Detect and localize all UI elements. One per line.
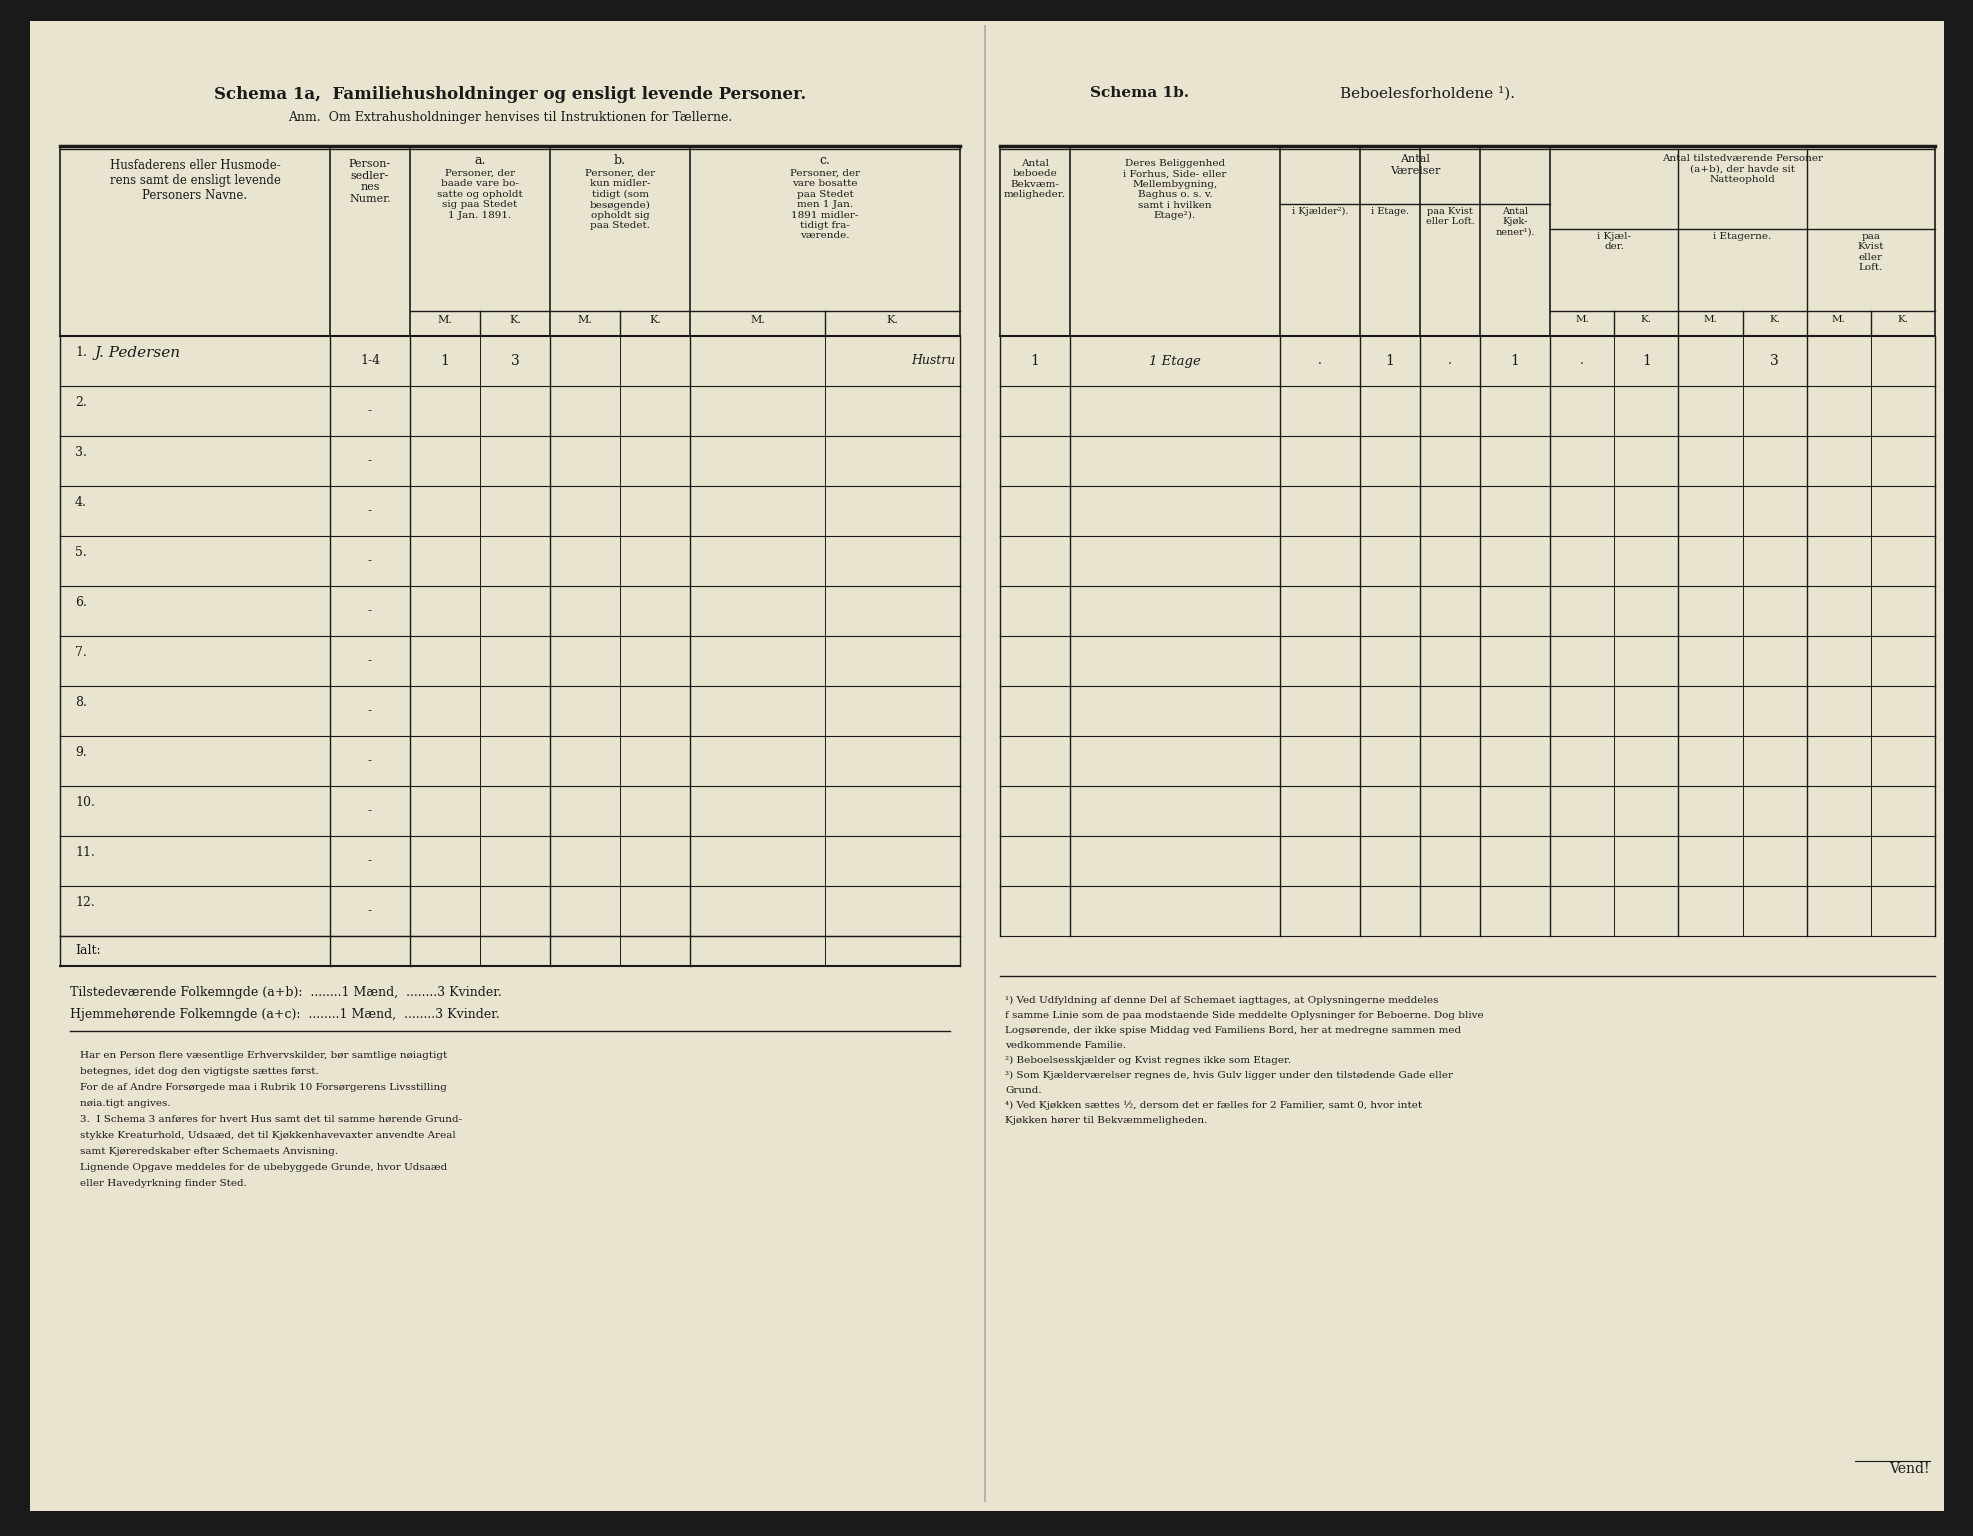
Text: -: - <box>367 705 371 717</box>
Text: -: - <box>367 455 371 467</box>
Text: 5.: 5. <box>75 547 87 559</box>
Text: K.: K. <box>649 315 661 326</box>
Text: i Kjælder²).: i Kjælder²). <box>1290 207 1348 217</box>
Text: -: - <box>367 554 371 567</box>
Text: 6.: 6. <box>75 596 87 610</box>
Text: nøia.tigt angives.: nøia.tigt angives. <box>81 1098 170 1107</box>
Text: K.: K. <box>509 315 521 326</box>
Text: stykke Kreaturhold, Udsaæd, det til Kjøkkenhavevaxter anvendte Areal: stykke Kreaturhold, Udsaæd, det til Kjøk… <box>81 1130 456 1140</box>
Text: .: . <box>1318 355 1322 367</box>
Text: 1: 1 <box>1030 353 1040 369</box>
Text: Personer, der
kun midler-
tidigt (som
besøgende)
opholdt sig
paa Stedet.: Personer, der kun midler- tidigt (som be… <box>584 169 655 230</box>
Text: For de af Andre Forsørgede maa i Rubrik 10 Forsørgerens Livsstilling: For de af Andre Forsørgede maa i Rubrik … <box>81 1083 446 1092</box>
Text: K.: K. <box>1896 315 1908 324</box>
Text: c.: c. <box>819 154 831 167</box>
Text: .: . <box>1448 355 1452 367</box>
Text: Personer, der
vare bosatte
paa Stedet
men 1 Jan.
1891 midler-
tidigt fra-
værend: Personer, der vare bosatte paa Stedet me… <box>789 169 860 241</box>
Text: 1.: 1. <box>75 347 87 359</box>
Text: ³) Som Kjælderværelser regnes de, hvis Gulv ligger under den tilstødende Gade el: ³) Som Kjælderværelser regnes de, hvis G… <box>1004 1071 1452 1080</box>
Text: J. Pedersen: J. Pedersen <box>95 346 182 359</box>
Text: -: - <box>367 504 371 518</box>
Text: samt Kjøreredskaber efter Schemaets Anvisning.: samt Kjøreredskaber efter Schemaets Anvi… <box>81 1147 337 1157</box>
Text: Antal
Værelser: Antal Værelser <box>1389 154 1440 175</box>
Text: 1: 1 <box>1509 353 1519 369</box>
Text: 11.: 11. <box>75 846 95 860</box>
Text: 1: 1 <box>1385 353 1393 369</box>
Text: Hjemmehørende Folkemngde (a+c):  ........1 Mænd,  ........3 Kvinder.: Hjemmehørende Folkemngde (a+c): ........… <box>69 1008 499 1021</box>
Text: eller Havedyrkning finder Sted.: eller Havedyrkning finder Sted. <box>81 1180 247 1187</box>
Text: Person-
sedler-
nes
Numer.: Person- sedler- nes Numer. <box>349 160 391 204</box>
Text: -: - <box>367 805 371 817</box>
Text: Logsørende, der ikke spise Middag ved Familiens Bord, her at medregne sammen med: Logsørende, der ikke spise Middag ved Fa… <box>1004 1026 1460 1035</box>
Text: Schema 1b.: Schema 1b. <box>1089 86 1188 100</box>
Text: 7.: 7. <box>75 647 87 659</box>
Text: 9.: 9. <box>75 746 87 759</box>
Text: Vend!: Vend! <box>1888 1462 1930 1476</box>
Text: betegnes, idet dog den vigtigste sættes først.: betegnes, idet dog den vigtigste sættes … <box>81 1068 318 1077</box>
Text: 4.: 4. <box>75 496 87 510</box>
Text: -: - <box>367 605 371 617</box>
Text: Beboelesforholdene ¹).: Beboelesforholdene ¹). <box>1340 86 1513 100</box>
Text: M.: M. <box>1574 315 1588 324</box>
Text: paa
Kvist
eller
Loft.: paa Kvist eller Loft. <box>1857 232 1882 272</box>
Text: M.: M. <box>1703 315 1717 324</box>
Text: K.: K. <box>886 315 898 326</box>
Text: 1: 1 <box>1642 353 1649 369</box>
Text: -: - <box>367 905 371 917</box>
Text: Grund.: Grund. <box>1004 1086 1042 1095</box>
Text: Antal tilstedværende Personer
(a+b), der havde sit
Natteophold: Antal tilstedværende Personer (a+b), der… <box>1661 154 1823 184</box>
Text: .: . <box>1578 355 1582 367</box>
Text: i Etage.: i Etage. <box>1369 207 1409 217</box>
Text: f samme Linie som de paa modstaende Side meddelte Oplysninger for Beboerne. Dog : f samme Linie som de paa modstaende Side… <box>1004 1011 1484 1020</box>
Text: Anm.  Om Extrahusholdninger henvises til Instruktionen for Tællerne.: Anm. Om Extrahusholdninger henvises til … <box>288 111 732 124</box>
Text: i Kjæl-
der.: i Kjæl- der. <box>1596 232 1630 252</box>
Text: Hustru: Hustru <box>910 355 955 367</box>
Text: M.: M. <box>750 315 766 326</box>
Text: -: - <box>367 754 371 768</box>
Text: -: - <box>367 404 371 418</box>
Text: -: - <box>367 854 371 868</box>
Text: M.: M. <box>438 315 452 326</box>
Text: b.: b. <box>614 154 625 167</box>
Text: 3.: 3. <box>75 447 87 459</box>
Text: K.: K. <box>1768 315 1780 324</box>
Text: 1-4: 1-4 <box>359 355 381 367</box>
Text: Lignende Opgave meddeles for de ubebyggede Grunde, hvor Udsaæd: Lignende Opgave meddeles for de ubebygge… <box>81 1163 448 1172</box>
Text: Kjøkken hører til Bekvæmmeligheden.: Kjøkken hører til Bekvæmmeligheden. <box>1004 1117 1207 1124</box>
Text: K.: K. <box>1640 315 1651 324</box>
Text: 1 Etage: 1 Etage <box>1148 355 1200 367</box>
Text: 1: 1 <box>440 353 450 369</box>
Text: ⁴) Ved Kjøkken sættes ½, dersom det er fælles for 2 Familier, samt 0, hvor intet: ⁴) Ved Kjøkken sættes ½, dersom det er f… <box>1004 1101 1421 1111</box>
Text: 3: 3 <box>1770 353 1778 369</box>
Text: vedkommende Familie.: vedkommende Familie. <box>1004 1041 1125 1051</box>
Text: a.: a. <box>474 154 485 167</box>
Text: ²) Beboelsesskjælder og Kvist regnes ikke som Etager.: ²) Beboelsesskjælder og Kvist regnes ikk… <box>1004 1057 1290 1064</box>
Text: Antal
Kjøk-
nener¹).: Antal Kjøk- nener¹). <box>1494 207 1535 237</box>
Text: Tilstedeværende Folkemngde (a+b):  ........1 Mænd,  ........3 Kvinder.: Tilstedeværende Folkemngde (a+b): ......… <box>69 986 501 998</box>
Text: M.: M. <box>578 315 592 326</box>
Text: -: - <box>367 654 371 668</box>
Text: Personer, der
baade vare bo-
satte og opholdt
sig paa Stedet
1 Jan. 1891.: Personer, der baade vare bo- satte og op… <box>436 169 523 220</box>
Text: 8.: 8. <box>75 696 87 710</box>
Text: 2.: 2. <box>75 396 87 410</box>
Text: M.: M. <box>1831 315 1845 324</box>
Text: Har en Person flere væsentlige Erhvervskilder, bør samtlige nøiagtigt: Har en Person flere væsentlige Erhvervsk… <box>81 1051 448 1060</box>
Text: Deres Beliggenhed
i Forhus, Side- eller
Mellembygning,
Baghus o. s. v.
samt i hv: Deres Beliggenhed i Forhus, Side- eller … <box>1123 160 1225 220</box>
Text: 3: 3 <box>511 353 519 369</box>
Text: 12.: 12. <box>75 897 95 909</box>
Text: Husfaderens eller Husmode-
rens samt de ensligt levende
Personers Navne.: Husfaderens eller Husmode- rens samt de … <box>110 160 280 203</box>
Text: Antal
beboede
Bekvæm-
meligheder.: Antal beboede Bekvæm- meligheder. <box>1004 160 1065 200</box>
Text: Schema 1a,  Familiehusholdninger og ensligt levende Personer.: Schema 1a, Familiehusholdninger og ensli… <box>213 86 805 103</box>
Text: i Etagerne.: i Etagerne. <box>1713 232 1770 241</box>
Text: ¹) Ved Udfyldning af denne Del af Schemaet iagttages, at Oplysningerne meddeles: ¹) Ved Udfyldning af denne Del af Schema… <box>1004 995 1438 1005</box>
Text: Ialt:: Ialt: <box>75 945 101 957</box>
Text: paa Kvist
eller Loft.: paa Kvist eller Loft. <box>1425 207 1474 226</box>
Text: 10.: 10. <box>75 797 95 809</box>
Text: 3.  I Schema 3 anføres for hvert Hus samt det til samme hørende Grund-: 3. I Schema 3 anføres for hvert Hus samt… <box>81 1115 462 1124</box>
